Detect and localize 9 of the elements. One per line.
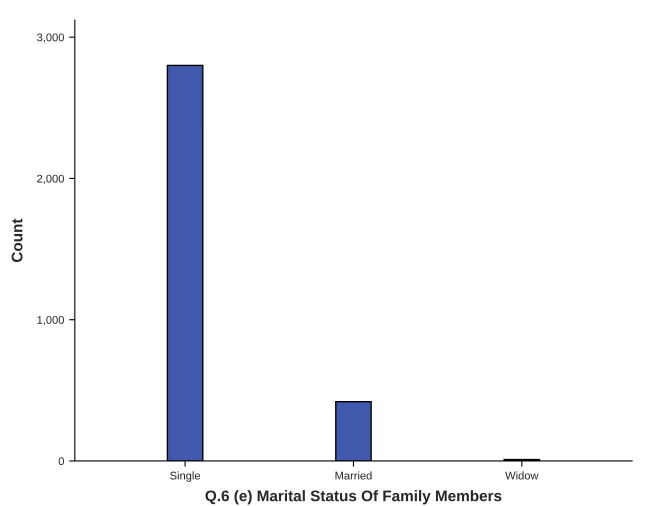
y-tick-label: 0	[58, 457, 64, 466]
y-tick-label: 2,000	[37, 174, 64, 184]
x-tick-label: Married	[336, 471, 372, 480]
y-tick-label: 1,000	[37, 316, 64, 326]
x-tick-label: Single	[170, 471, 200, 482]
x-tick-label: Widow	[505, 471, 539, 480]
y-tick-label: 3,000	[37, 33, 64, 43]
x-axis-title: Q.6 (e) Marital Status Of Family Members	[206, 490, 502, 504]
y-axis-title: Count	[12, 218, 22, 262]
